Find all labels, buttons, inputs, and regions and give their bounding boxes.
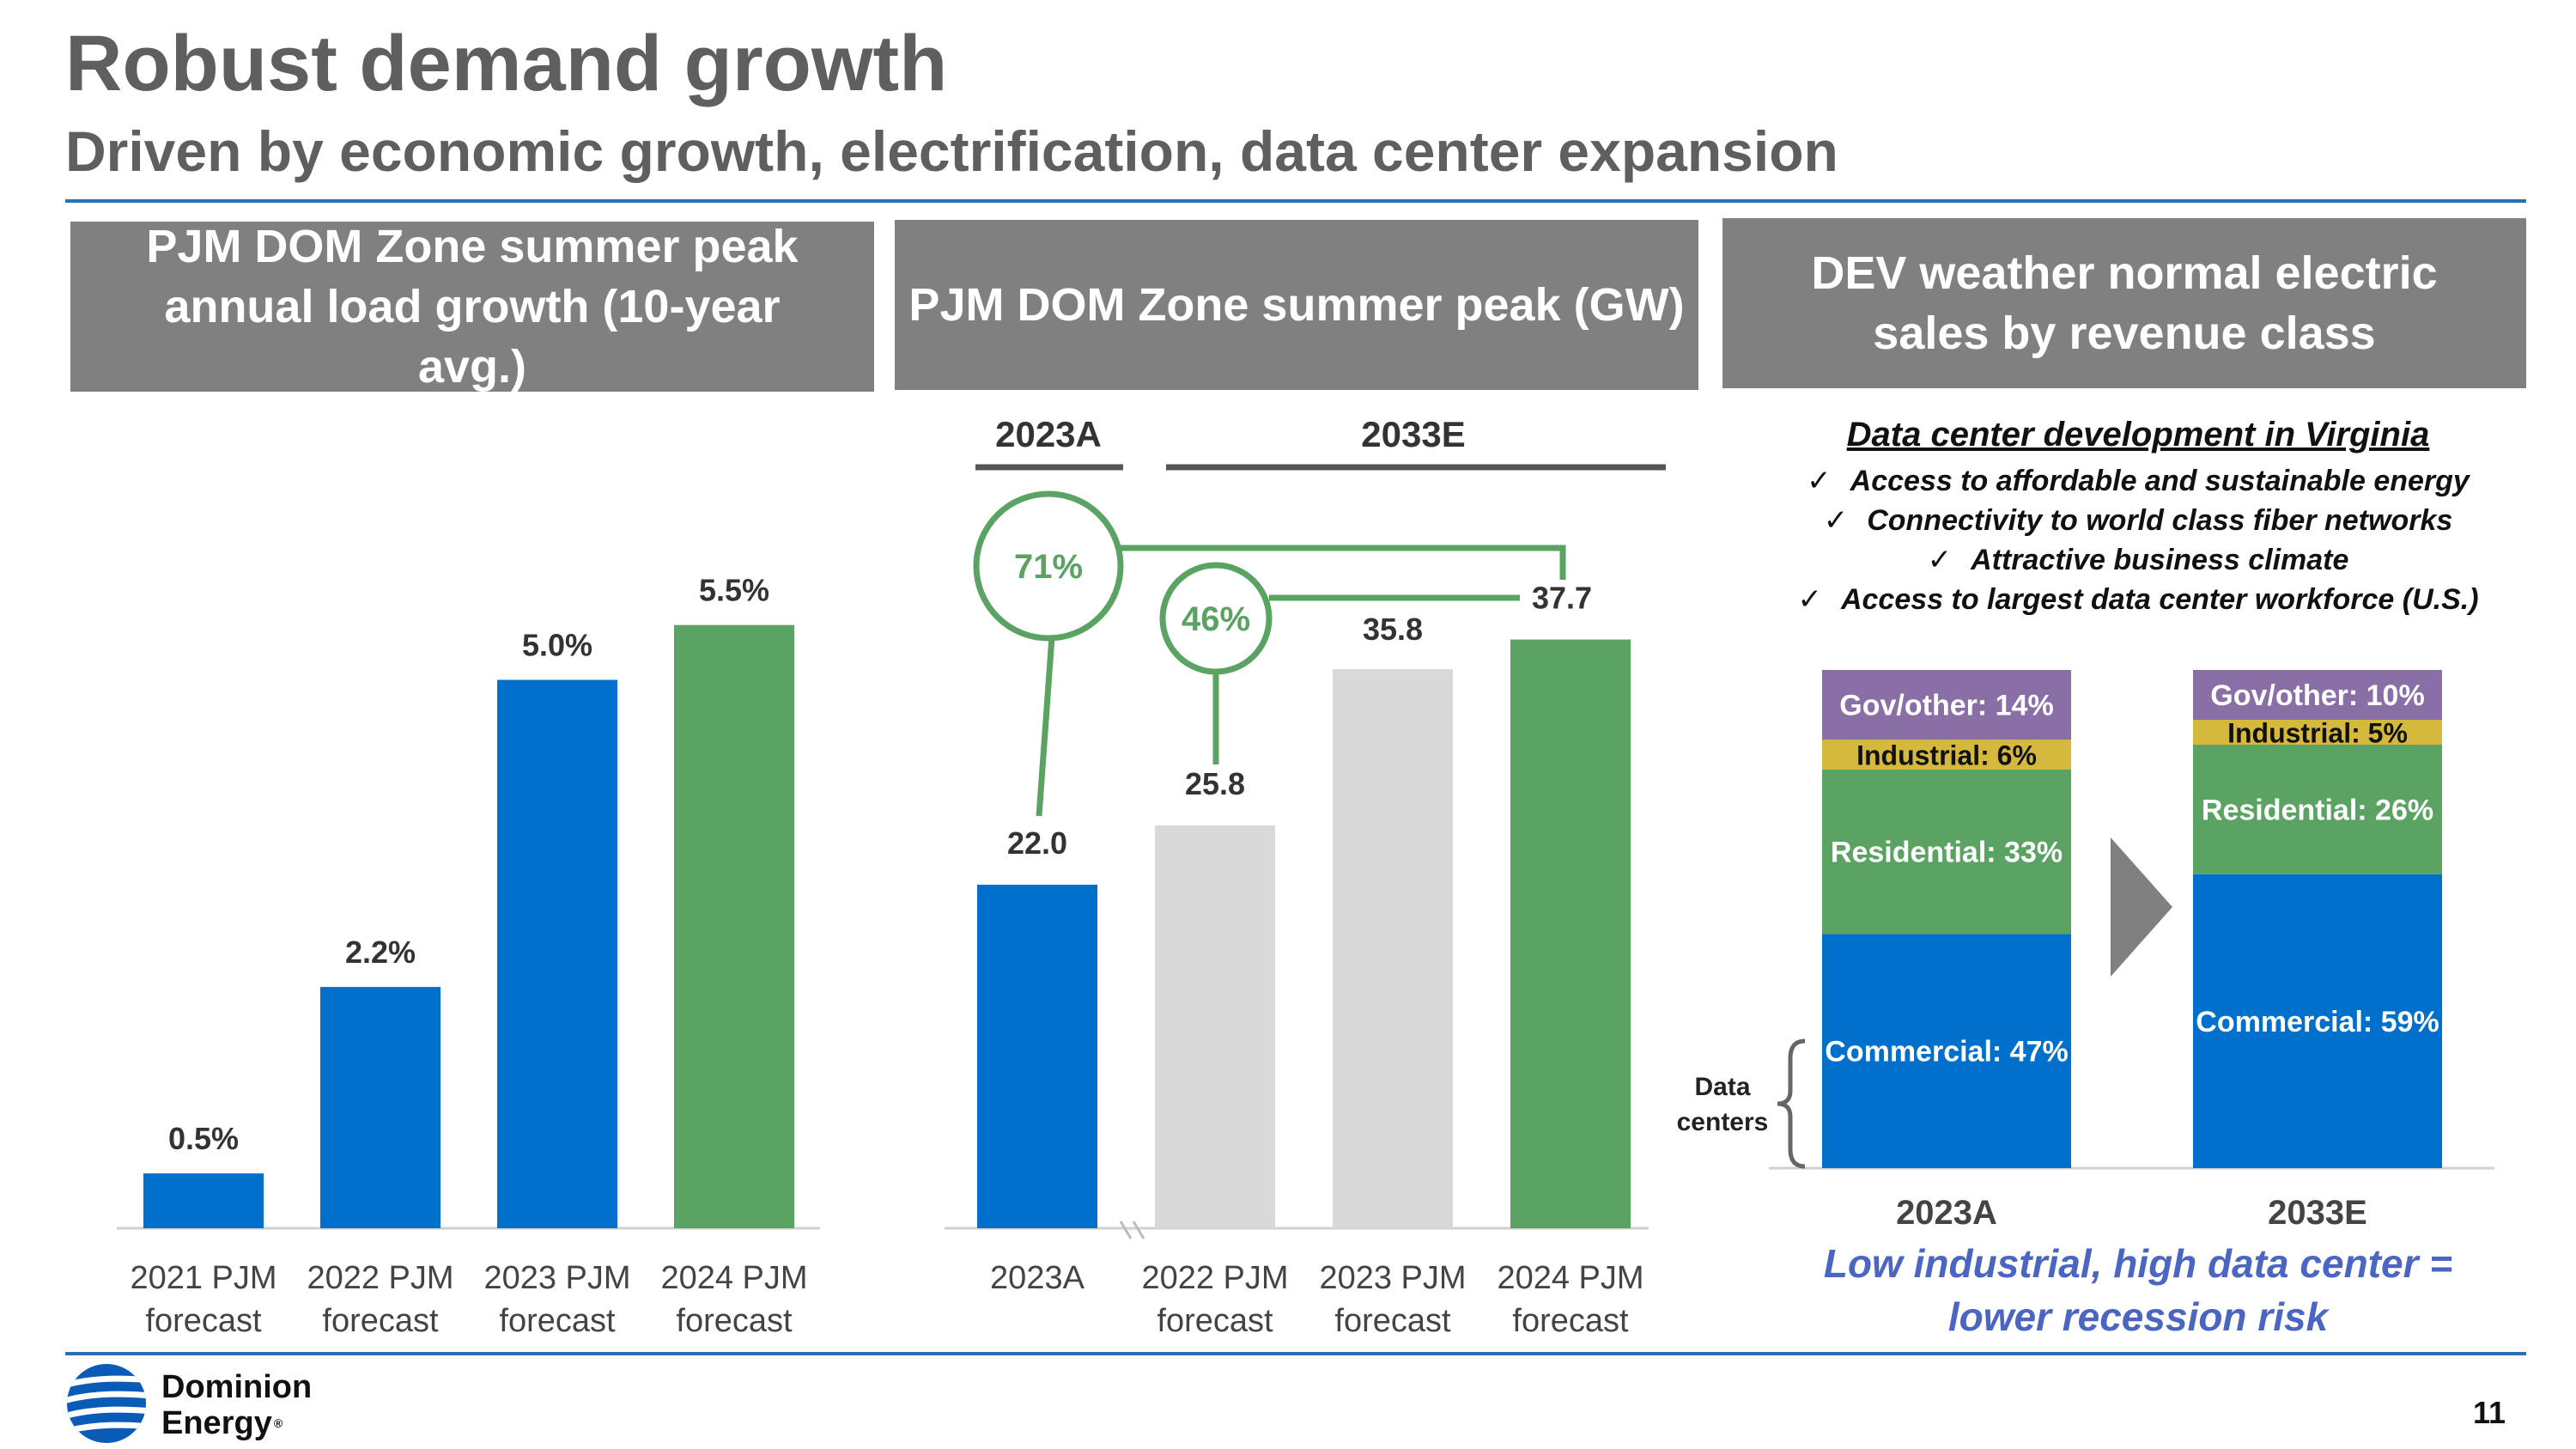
data-center-title: Data center development in Virginia xyxy=(1846,416,2430,454)
segment-label: Residential: 33% xyxy=(1831,837,2063,869)
data-label: 35.8 xyxy=(1363,612,1423,647)
tick-label: forecast xyxy=(676,1303,793,1339)
dc-bullet-text: Attractive business climate xyxy=(1971,544,2349,576)
note-line-2: lower recession risk xyxy=(1947,1294,2329,1339)
logo-line-1: Dominion xyxy=(161,1369,313,1405)
group-label: 2033E xyxy=(1361,414,1465,454)
callout-connector xyxy=(1121,545,1566,580)
summer-peak-chart: 2023A 2022 PJM forecast 2023 PJM forecast 202… xyxy=(945,414,1666,1339)
tick-label: forecast xyxy=(1157,1303,1273,1339)
segment-label: Gov/other: 14% xyxy=(1839,690,2053,722)
group-label: 2023A xyxy=(995,414,1102,454)
data-label: 22.0 xyxy=(1007,825,1067,861)
stack-segment xyxy=(2193,720,2442,745)
bar xyxy=(674,624,794,1228)
tick-label: forecast xyxy=(1512,1303,1629,1339)
dc-bullet-text: Access to largest data center workforce … xyxy=(1840,583,2479,616)
annotation-label: centers xyxy=(1677,1108,1769,1136)
bar xyxy=(143,1173,264,1228)
data-label: 2.2% xyxy=(345,935,416,970)
stack-segment xyxy=(2193,874,2442,1168)
tick-label: 2023A xyxy=(1896,1194,1997,1232)
check-icon: ✓ xyxy=(1807,465,1832,497)
dc-bullet: ✓ Connectivity to world class fiber netwo… xyxy=(1743,503,2533,538)
tick-label: forecast xyxy=(1334,1303,1451,1339)
data-label: 5.5% xyxy=(699,573,769,608)
segment-label: Commercial: 47% xyxy=(1825,1036,2068,1068)
panel-3-title: DEV weather normal electric sales by rev… xyxy=(1811,247,2438,359)
tick-label: 2023A xyxy=(990,1260,1085,1296)
tick-label: 2022 PJM xyxy=(1141,1260,1288,1296)
stack-segment xyxy=(2193,745,2442,874)
bar xyxy=(497,679,617,1228)
page-subtitle: Driven by economic growth, electrificati… xyxy=(65,119,1838,183)
tick-label: forecast xyxy=(322,1303,439,1339)
axis-break-mark xyxy=(1132,1221,1145,1239)
arrow-right-icon xyxy=(2111,837,2172,977)
recession-risk-note: Low industrial, high data center = lower… xyxy=(1743,1237,2533,1343)
tick-label: forecast xyxy=(499,1303,616,1339)
segment-label: Industrial: 6% xyxy=(1856,740,2037,771)
dc-bullet-text: Access to affordable and sustainable ene… xyxy=(1850,465,2470,497)
callout-circle xyxy=(1159,562,1273,675)
tick-label: 2023 PJM xyxy=(483,1260,630,1296)
stack-segment xyxy=(2193,670,2442,720)
bar xyxy=(1510,639,1631,1228)
tick-label: 2024 PJM xyxy=(1497,1260,1643,1296)
dc-bullet: ✓ Access to largest data center workforce… xyxy=(1743,582,2533,617)
tick-label: 2024 PJM xyxy=(660,1260,807,1296)
note-line-1: Low industrial, high data center = xyxy=(1823,1241,2453,1286)
tick-label: 2021 PJM xyxy=(130,1260,276,1296)
bottom-divider xyxy=(65,1352,2526,1355)
data-label: 0.5% xyxy=(168,1121,239,1156)
top-divider xyxy=(65,199,2526,203)
dc-bullet: ✓ Attractive business climate xyxy=(1743,543,2533,577)
tick-label: 2023 PJM xyxy=(1319,1260,1466,1296)
check-icon: ✓ xyxy=(1797,583,1822,616)
load-growth-chart: 0.5% 2021 PJM forecast 2.2% 2022 PJM forecast… xyxy=(117,573,820,1339)
segment-label: Gov/other: 10% xyxy=(2210,679,2424,712)
panel-3-header: DEV weather normal electric sales by rev… xyxy=(1722,218,2526,388)
tick-label: 2033E xyxy=(2268,1194,2367,1232)
axis-break-mark xyxy=(1119,1221,1133,1239)
panel-1-title: PJM DOM Zone summer peak annual load gro… xyxy=(146,221,799,393)
segment-label: Residential: 26% xyxy=(2202,794,2433,826)
data-label: 5.0% xyxy=(522,628,592,663)
data-label: 25.8 xyxy=(1185,766,1245,801)
callout-label: 46% xyxy=(1182,600,1250,638)
panel-2-title: PJM DOM Zone summer peak (GW) xyxy=(908,279,1685,331)
annotation-label: Data xyxy=(1694,1073,1750,1101)
callout-circle xyxy=(973,490,1124,642)
stack-segment xyxy=(1822,670,2071,740)
data-label: 37.7 xyxy=(1532,581,1592,616)
panel-2-header: PJM DOM Zone summer peak (GW) xyxy=(895,220,1698,390)
dc-bullet: ✓ Access to affordable and sustainable en… xyxy=(1743,464,2533,498)
segment-label: Industrial: 5% xyxy=(2227,718,2408,749)
bar xyxy=(320,987,440,1228)
logo-wordmark: Dominion Energy ® xyxy=(161,1369,312,1441)
stack-segment xyxy=(1822,934,2071,1168)
page-number: 11 xyxy=(2473,1395,2506,1430)
page-title: Robust demand growth xyxy=(65,20,948,107)
callout-label: 71% xyxy=(1014,548,1083,586)
tick-label: forecast xyxy=(145,1303,262,1339)
callout-connector xyxy=(1036,636,1055,817)
brace-icon xyxy=(1777,1038,1806,1169)
bar xyxy=(1333,669,1453,1228)
tick-label: 2022 PJM xyxy=(307,1260,453,1296)
sales-mix-chart: Commercial: 47% Residential: 33% Industria… xyxy=(1677,670,2494,1232)
dc-bullet-text: Connectivity to world class fiber networ… xyxy=(1867,504,2453,537)
bar xyxy=(977,885,1097,1228)
stack-segment xyxy=(1822,770,2071,935)
dominion-logo-icon xyxy=(67,1364,146,1443)
panel-1-header: PJM DOM Zone summer peak annual load gro… xyxy=(70,221,874,393)
bar xyxy=(1155,825,1275,1228)
stack-segment xyxy=(1822,740,2071,770)
logo-line-2: Energy xyxy=(161,1405,272,1441)
registered-mark: ® xyxy=(273,1416,283,1430)
segment-label: Commercial: 59% xyxy=(2196,1006,2439,1038)
check-icon: ✓ xyxy=(1823,504,1849,537)
check-icon: ✓ xyxy=(1927,544,1953,576)
